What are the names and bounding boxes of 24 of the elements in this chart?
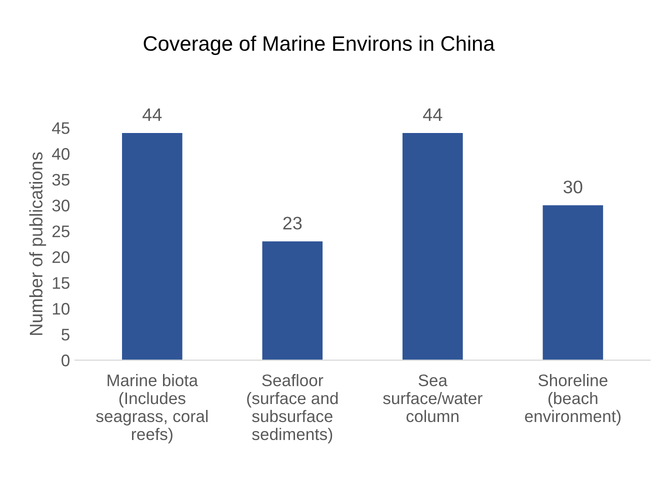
y-tick-label: 0 [62,354,70,366]
y-tick-label: 35 [52,174,70,186]
bar [402,133,463,360]
y-tick-label: 5 [62,328,70,341]
x-tick-label: Sea surface/water column [383,374,482,422]
x-tick-label: Marine biota (Includes seagrass, coral reefs) [96,374,208,444]
y-tick-label: 30 [52,200,70,212]
data-label: 44 [423,108,442,121]
data-label: 44 [142,108,162,121]
y-tick-label: 15 [52,277,70,289]
y-axis-title: Number of publications [29,152,46,335]
data-label: 23 [283,216,302,230]
y-tick-label: 25 [52,225,70,238]
data-label: 30 [564,180,582,194]
bar [542,205,604,360]
y-tick-label: 20 [52,251,70,264]
bar [262,241,323,360]
y-tick-label: 40 [52,148,70,160]
chart-title: Coverage of Marine Environs in China [144,36,495,56]
x-tick-label: Shoreline (beach environment) [525,374,621,426]
x-tick-label: Seafloor (surface and subsurface sediments) [247,374,338,444]
y-tick-label: 45 [52,122,70,134]
bar [122,133,182,360]
y-tick-label: 10 [52,302,70,315]
